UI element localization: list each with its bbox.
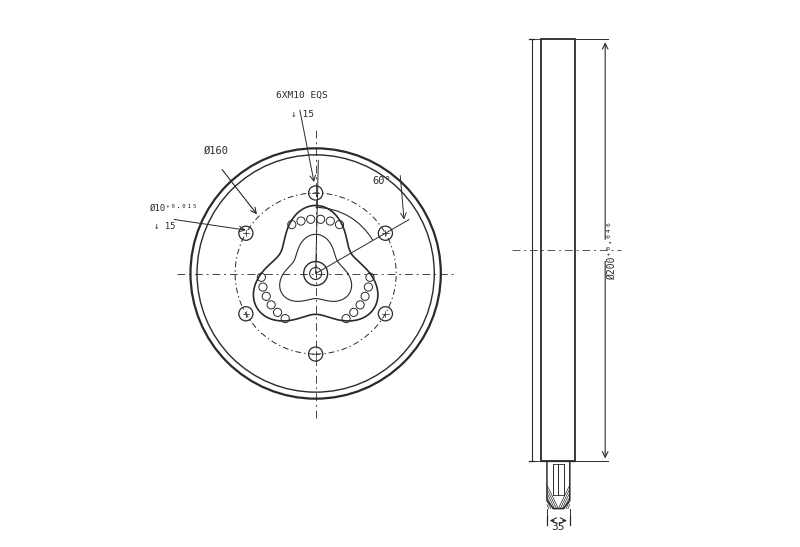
Text: Ø10⁺⁰·⁰¹⁵: Ø10⁺⁰·⁰¹⁵	[150, 204, 198, 213]
Bar	[542, 39, 575, 461]
Text: Ø160: Ø160	[204, 146, 229, 156]
Text: 6XM10 EQS: 6XM10 EQS	[276, 91, 328, 101]
Text: ↓ 15: ↓ 15	[290, 110, 314, 119]
Text: 60°: 60°	[373, 176, 391, 186]
Text: ↓ 15: ↓ 15	[154, 222, 175, 231]
Text: Ø200⁺⁰·⁰⁴⁶: Ø200⁺⁰·⁰⁴⁶	[606, 221, 617, 280]
Text: 35: 35	[552, 522, 565, 532]
